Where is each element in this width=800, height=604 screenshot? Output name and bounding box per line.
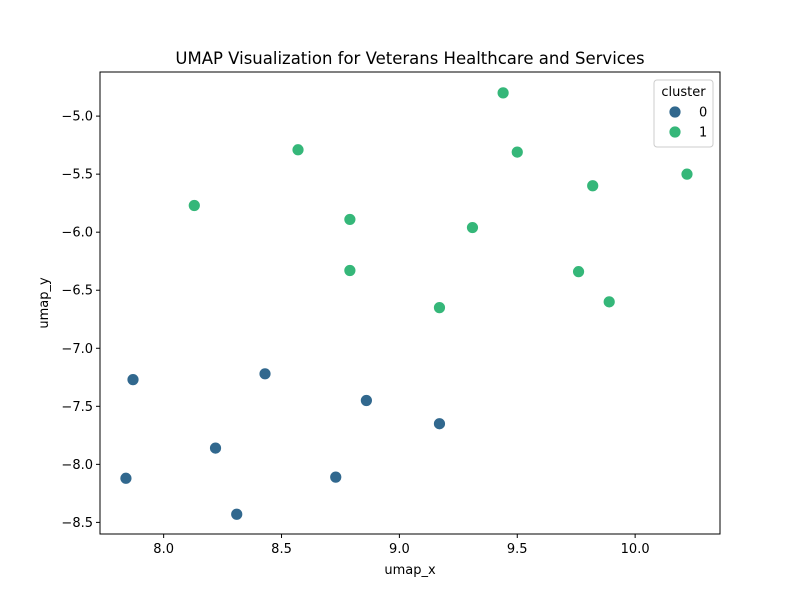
legend-box <box>653 79 714 148</box>
scatter-point-cluster-0 <box>126 373 140 387</box>
y-tick-label: −6.0 <box>61 226 93 241</box>
scatter-point-cluster-1 <box>572 265 585 279</box>
legend: cluster 0 1 <box>653 79 714 148</box>
plot-area <box>119 86 694 521</box>
x-tick-label: 8.5 <box>271 542 292 557</box>
x-tick-label: 9.0 <box>389 542 410 557</box>
scatter-point-cluster-1 <box>291 143 305 157</box>
plot-frame <box>99 71 721 535</box>
scatter-point-cluster-1 <box>433 301 446 315</box>
scatter-point-cluster-0 <box>230 507 244 521</box>
legend-title: cluster <box>661 85 706 100</box>
legend-marker-0 <box>668 105 682 119</box>
x-tick-label: 10.0 <box>621 542 650 557</box>
chart-title: UMAP Visualization for Veterans Healthca… <box>175 49 644 68</box>
scatter-point-cluster-0 <box>329 470 343 484</box>
scatter-point-cluster-0 <box>119 471 133 485</box>
legend-marker-1 <box>668 125 682 139</box>
scatter-point-cluster-1 <box>343 213 357 226</box>
scatter-point-cluster-0 <box>433 417 446 431</box>
y-tick-label: −7.0 <box>61 342 93 357</box>
legend-label-0: 0 <box>699 106 707 121</box>
y-tick-label: −7.5 <box>61 400 93 415</box>
scatter-point-cluster-1 <box>602 295 616 309</box>
scatter-point-cluster-0 <box>359 394 373 407</box>
y-tick-label: −8.0 <box>61 458 93 473</box>
scatter-point-cluster-1 <box>496 86 510 100</box>
x-axis-ticks: 8.0 8.5 9.0 9.5 10.0 <box>153 534 650 557</box>
y-axis-label: umap_y <box>37 277 52 329</box>
y-tick-label: −8.5 <box>61 516 93 531</box>
scatter-point-cluster-1 <box>680 167 694 181</box>
scatter-point-cluster-1 <box>343 264 357 277</box>
scatter-point-cluster-1 <box>586 179 600 193</box>
scatter-point-cluster-1 <box>466 221 479 234</box>
scatter-point-cluster-0 <box>258 367 272 381</box>
scatter-point-cluster-1 <box>510 145 524 159</box>
y-tick-label: −5.5 <box>61 168 93 183</box>
x-tick-label: 8.0 <box>153 542 174 557</box>
scatter-point-cluster-0 <box>209 441 222 455</box>
legend-label-1: 1 <box>699 126 707 141</box>
y-axis-ticks: −5.0 −5.5 −6.0 −6.5 −7.0 −7.5 −8.0 −8.5 <box>61 110 100 531</box>
y-tick-label: −5.0 <box>61 110 93 125</box>
scatter-point-cluster-1 <box>187 199 201 212</box>
x-axis-label: umap_x <box>384 563 436 578</box>
x-tick-label: 9.5 <box>507 542 528 557</box>
y-tick-label: −6.5 <box>61 284 93 299</box>
